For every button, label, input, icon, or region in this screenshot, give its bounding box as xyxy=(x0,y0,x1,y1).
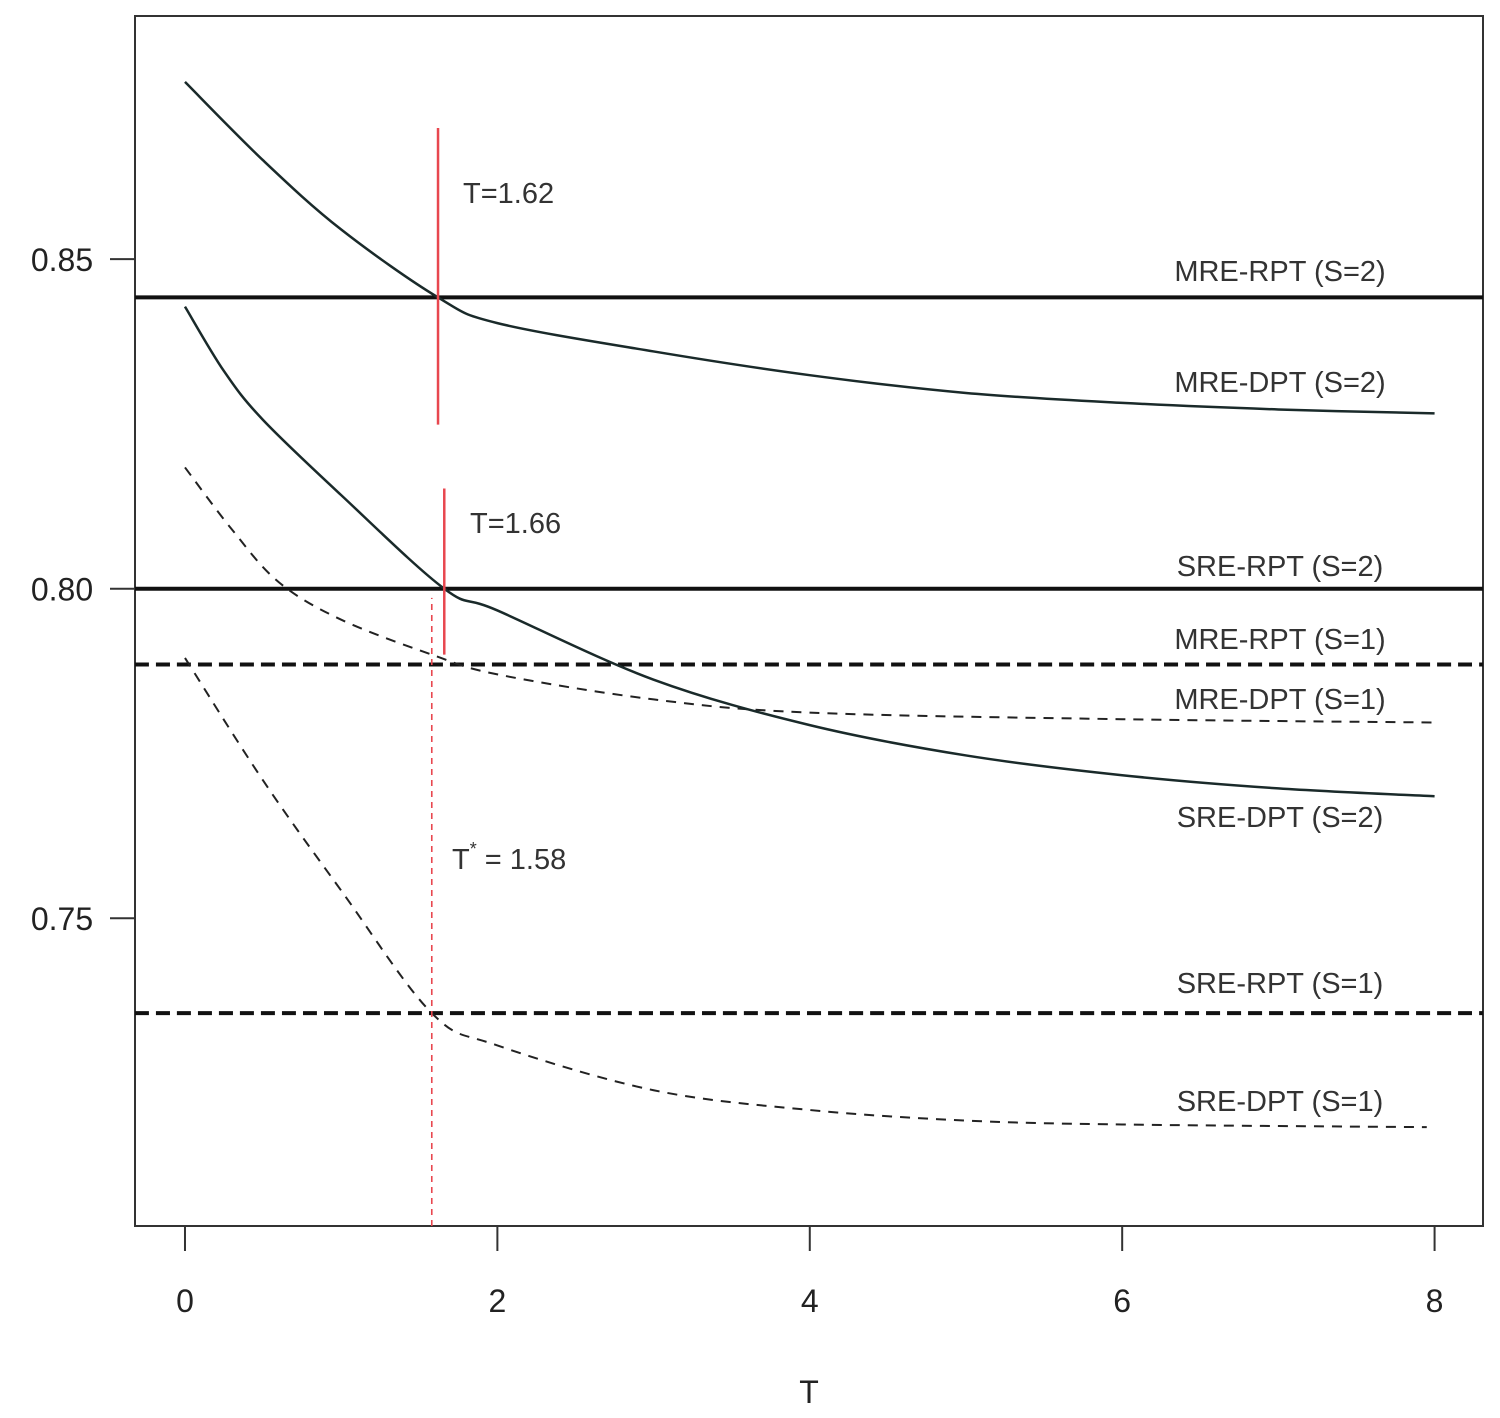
series-label-sre-dpt-s-1: SRE-DPT (S=1) xyxy=(1177,1086,1384,1118)
series-lines xyxy=(134,81,1483,1129)
y-tick-label: 0.75 xyxy=(31,901,93,937)
annotation-t166: T=1.66 xyxy=(470,508,561,540)
x-tick-label: 4 xyxy=(801,1283,819,1319)
x-tick-label: 0 xyxy=(176,1283,194,1319)
x-tick-label: 6 xyxy=(1113,1283,1131,1319)
annotation-tstar: T* = 1.58 xyxy=(452,839,566,876)
x-tick-label: 2 xyxy=(488,1283,506,1319)
y-tick-label: 0.80 xyxy=(31,572,93,608)
plot-frame xyxy=(134,15,1484,1227)
series-label-sre-rpt-s-1: SRE-RPT (S=1) xyxy=(1177,968,1384,1000)
series-line-sre-dpt-s-2 xyxy=(183,305,1435,798)
y-axis: 0.75 0.80 0.85 xyxy=(31,242,135,937)
y-tick-label: 0.85 xyxy=(31,242,93,278)
annotation-t162: T=1.62 xyxy=(463,178,554,210)
x-tick-label: 8 xyxy=(1426,1283,1444,1319)
series-line-sre-dpt-s-1 xyxy=(184,657,1427,1129)
series-label-sre-dpt-s-2: SRE-DPT (S=2) xyxy=(1177,802,1384,834)
series-label-mre-rpt-s-1: MRE-RPT (S=1) xyxy=(1174,624,1385,656)
tstar-base: T xyxy=(452,844,470,876)
series-label-mre-rpt-s-2: MRE-RPT (S=2) xyxy=(1174,256,1385,288)
x-axis: 0 2 4 6 8 xyxy=(176,1226,1443,1319)
series-labels: MRE-RPT (S=2) MRE-DPT (S=2) SRE-RPT (S=2) M… xyxy=(1174,256,1385,1118)
series-label-mre-dpt-s-2: MRE-DPT (S=2) xyxy=(1174,367,1385,399)
tstar-value: = 1.58 xyxy=(477,844,567,876)
series-line-mre-dpt-s-1 xyxy=(184,466,1435,724)
tstar-sup: * xyxy=(470,839,477,859)
x-axis-label: T xyxy=(799,1374,819,1410)
reference-lines xyxy=(430,128,446,1226)
series-label-sre-rpt-s-2: SRE-RPT (S=2) xyxy=(1177,551,1384,583)
series-line-mre-dpt-s-2 xyxy=(184,81,1435,415)
series-label-mre-dpt-s-1: MRE-DPT (S=1) xyxy=(1174,684,1385,716)
